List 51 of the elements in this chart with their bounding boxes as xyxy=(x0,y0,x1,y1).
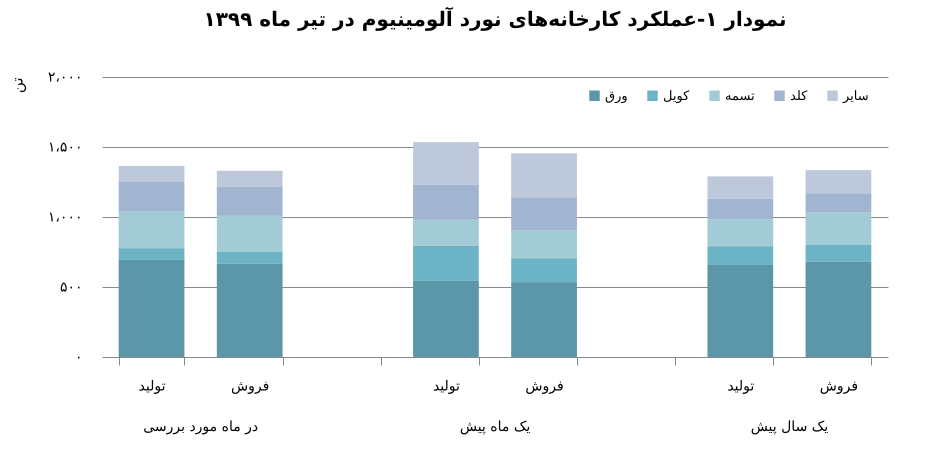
bar xyxy=(707,219,774,246)
bar xyxy=(511,230,577,258)
y-tick-label: ۱،۰۰۰ xyxy=(48,210,82,226)
bar xyxy=(413,280,479,357)
bar xyxy=(511,258,577,282)
y-tick-label: ۰ xyxy=(74,350,82,366)
chart-title: نمودار ۱-عملکرد کارخانه‌های نورد آلومینیوم در تیر ماه ۱۳۹۹ xyxy=(203,6,787,31)
bar xyxy=(216,170,283,187)
bar xyxy=(413,220,479,246)
bar xyxy=(707,176,774,199)
legend-label: سایر xyxy=(842,88,869,104)
bar xyxy=(707,246,774,265)
bar xyxy=(806,212,872,245)
y-tick-label: ۲،۰۰۰ xyxy=(48,70,82,86)
bar xyxy=(806,245,872,262)
y-tick-label: ۵۰۰ xyxy=(60,280,82,296)
bar xyxy=(413,184,479,220)
y-tick-label: ۱،۵۰۰ xyxy=(48,140,82,156)
bar xyxy=(707,264,774,357)
bar xyxy=(511,153,577,198)
text: یک ماه پیش xyxy=(460,419,530,435)
bar xyxy=(806,193,872,212)
x-tick-label: فروش xyxy=(231,378,270,394)
legend-label: کلد xyxy=(790,88,808,104)
x-tick-label: تولید xyxy=(432,378,460,394)
bar xyxy=(511,197,577,230)
bar xyxy=(413,246,479,281)
legend-label: ورق xyxy=(605,88,628,104)
legend-label: تسمه xyxy=(725,88,756,104)
bar xyxy=(216,216,283,252)
text: در ماه مورد بررسی xyxy=(143,419,258,435)
bar xyxy=(511,282,577,357)
bar xyxy=(216,264,283,357)
bar xyxy=(216,186,283,216)
bar xyxy=(118,260,184,357)
legend-label: کویل xyxy=(663,88,690,104)
bar xyxy=(413,142,479,185)
bar xyxy=(707,198,774,220)
x-tick-label: تولید xyxy=(727,378,754,394)
bar xyxy=(216,252,283,264)
y-axis-title: تن xyxy=(8,78,26,94)
text: یک سال پیش xyxy=(750,419,828,435)
bar xyxy=(806,262,872,357)
x-tick-label: فروش xyxy=(820,378,858,394)
bar xyxy=(118,211,184,248)
x-tick-label: فروش xyxy=(525,378,564,394)
bar xyxy=(118,248,184,260)
bar xyxy=(118,166,184,182)
bar xyxy=(118,182,184,212)
bar xyxy=(806,170,872,194)
x-tick-label: تولید xyxy=(138,378,166,394)
